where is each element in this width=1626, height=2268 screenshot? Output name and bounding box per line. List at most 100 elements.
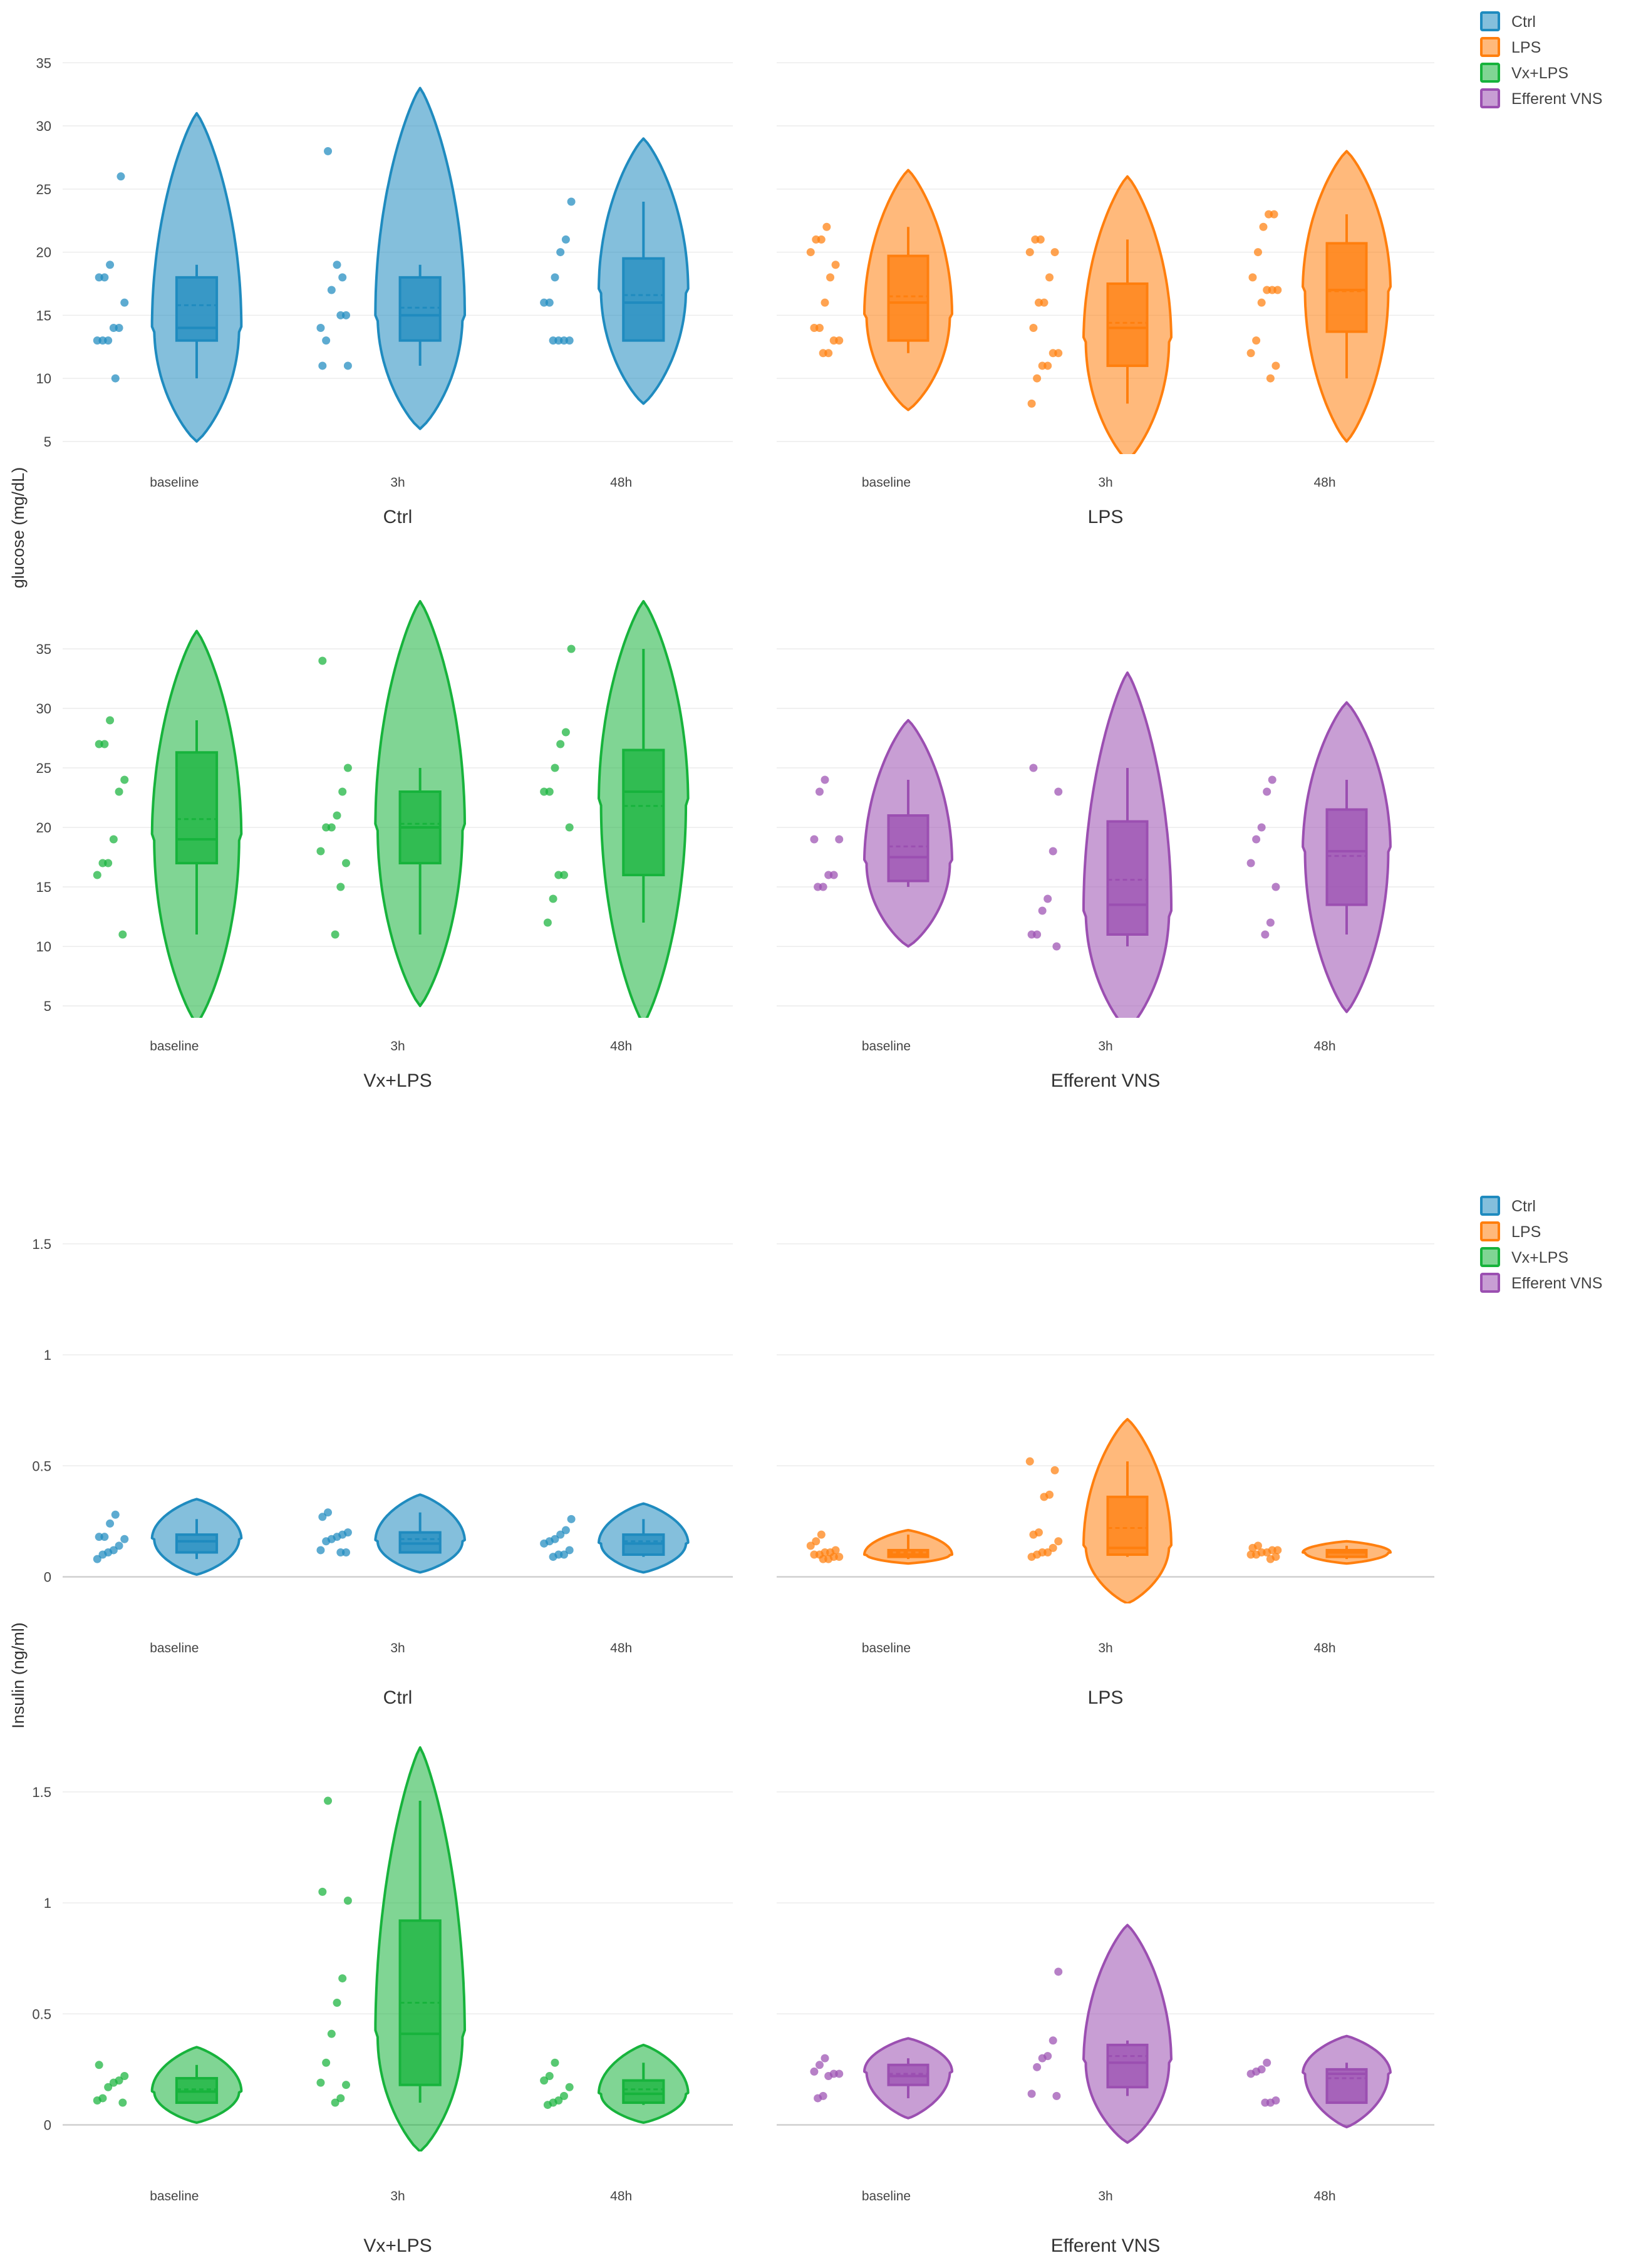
data-point [1271, 361, 1280, 370]
data-point [318, 361, 327, 370]
panel-title: LPS [1088, 1687, 1124, 1708]
data-point [1025, 248, 1034, 257]
data-point [109, 835, 118, 844]
data-point [1049, 1543, 1057, 1552]
data-point [554, 2096, 563, 2105]
data-point [567, 645, 576, 653]
x-tick-label: baseline [862, 1641, 911, 1655]
chart-glucose: glucose (mg/dL) 5 10 15 20 25 30 35 baseline 3h 48… [9, 11, 1602, 1091]
x-tick-label: baseline [862, 1039, 911, 1054]
data-point [338, 787, 347, 796]
data-point [817, 1530, 826, 1539]
panel-lps: baseline 3h 48h LPS [777, 1243, 1434, 1708]
data-point [1270, 210, 1278, 219]
data-point [556, 740, 565, 748]
box [1106, 2043, 1149, 2089]
box [622, 257, 665, 342]
x-tick-label: baseline [150, 1039, 199, 1054]
legend-label: Efferent VNS [1511, 90, 1602, 108]
data-point [104, 336, 113, 345]
x-tick-label: baseline [150, 1641, 199, 1655]
y-tick-label: 1.5 [32, 1784, 51, 1800]
panel-title: Efferent VNS [1051, 1070, 1161, 1091]
data-point [1271, 883, 1280, 891]
box [175, 276, 219, 342]
x-tick-label: baseline [862, 2189, 911, 2203]
data-point [821, 2054, 829, 2063]
data-point [338, 273, 347, 282]
data-point [115, 787, 123, 796]
box [398, 276, 442, 342]
x-tick-label: 48h [1313, 1641, 1335, 1655]
data-point [120, 1535, 129, 1543]
data-point [545, 2072, 554, 2081]
x-tick-label: 3h [1098, 1641, 1112, 1655]
panel-title: Vx+LPS [363, 2235, 432, 2256]
legend-swatch [1480, 37, 1500, 57]
data-point [1271, 1553, 1280, 1561]
data-point [1049, 2036, 1057, 2045]
data-point [343, 1528, 352, 1537]
box [887, 814, 930, 883]
data-point [806, 1541, 815, 1550]
y-tick-label: 35 [36, 55, 51, 71]
data-point [1033, 2063, 1042, 2071]
box [175, 1533, 219, 1554]
legend-swatch [1480, 88, 1500, 108]
data-point [821, 298, 829, 307]
data-point [115, 323, 123, 332]
data-point [338, 1974, 347, 1983]
data-point [1027, 2089, 1036, 2098]
legend-label: LPS [1511, 39, 1541, 56]
y-axis-label: Insulin (ng/ml) [9, 1622, 28, 1729]
y-tick-label: 15 [36, 879, 51, 895]
data-point [1257, 298, 1266, 307]
violin-group [150, 86, 690, 443]
data-point [565, 823, 574, 832]
legend-item: LPS [1480, 37, 1541, 57]
x-tick-label: 3h [390, 475, 405, 490]
data-point [117, 172, 125, 181]
legend-swatch [1480, 1221, 1500, 1241]
data-point [835, 336, 844, 345]
x-tick-label: 3h [1098, 1039, 1112, 1054]
data-point [835, 835, 844, 844]
data-point [1033, 374, 1042, 383]
data-point [342, 1548, 351, 1556]
data-point [1257, 2065, 1266, 2074]
data-point [104, 2083, 113, 2091]
x-tick-label: 48h [1313, 2189, 1335, 2203]
legend-swatch [1480, 1273, 1500, 1293]
data-point [1054, 1537, 1063, 1546]
legend-label: Vx+LPS [1511, 1249, 1568, 1266]
violin [374, 86, 466, 430]
panel-title: Ctrl [383, 507, 413, 527]
data-point [1052, 942, 1061, 951]
data-point [104, 859, 113, 867]
data-point [815, 787, 824, 796]
data-point [333, 811, 341, 820]
data-point [1273, 1546, 1282, 1555]
data-point [100, 1533, 109, 1541]
data-point [109, 1546, 118, 1555]
data-point [559, 2091, 568, 2100]
data-point [829, 871, 838, 879]
data-point [327, 823, 336, 832]
y-tick-label: 0.5 [32, 1458, 51, 1474]
data-point [1246, 859, 1255, 867]
data-point [819, 883, 827, 891]
y-tick-label: 10 [36, 371, 51, 386]
legend-label: Vx+LPS [1511, 65, 1568, 82]
data-point [556, 248, 565, 257]
data-point [806, 248, 815, 257]
data-point [343, 1897, 352, 1905]
data-point [120, 298, 129, 307]
data-point [819, 2091, 827, 2100]
data-point [1038, 906, 1047, 915]
legend-label: LPS [1511, 1223, 1541, 1241]
legend-item: Vx+LPS [1480, 1247, 1568, 1267]
data-point [810, 2067, 819, 2076]
data-point [322, 2058, 331, 2067]
data-point [1036, 235, 1045, 244]
